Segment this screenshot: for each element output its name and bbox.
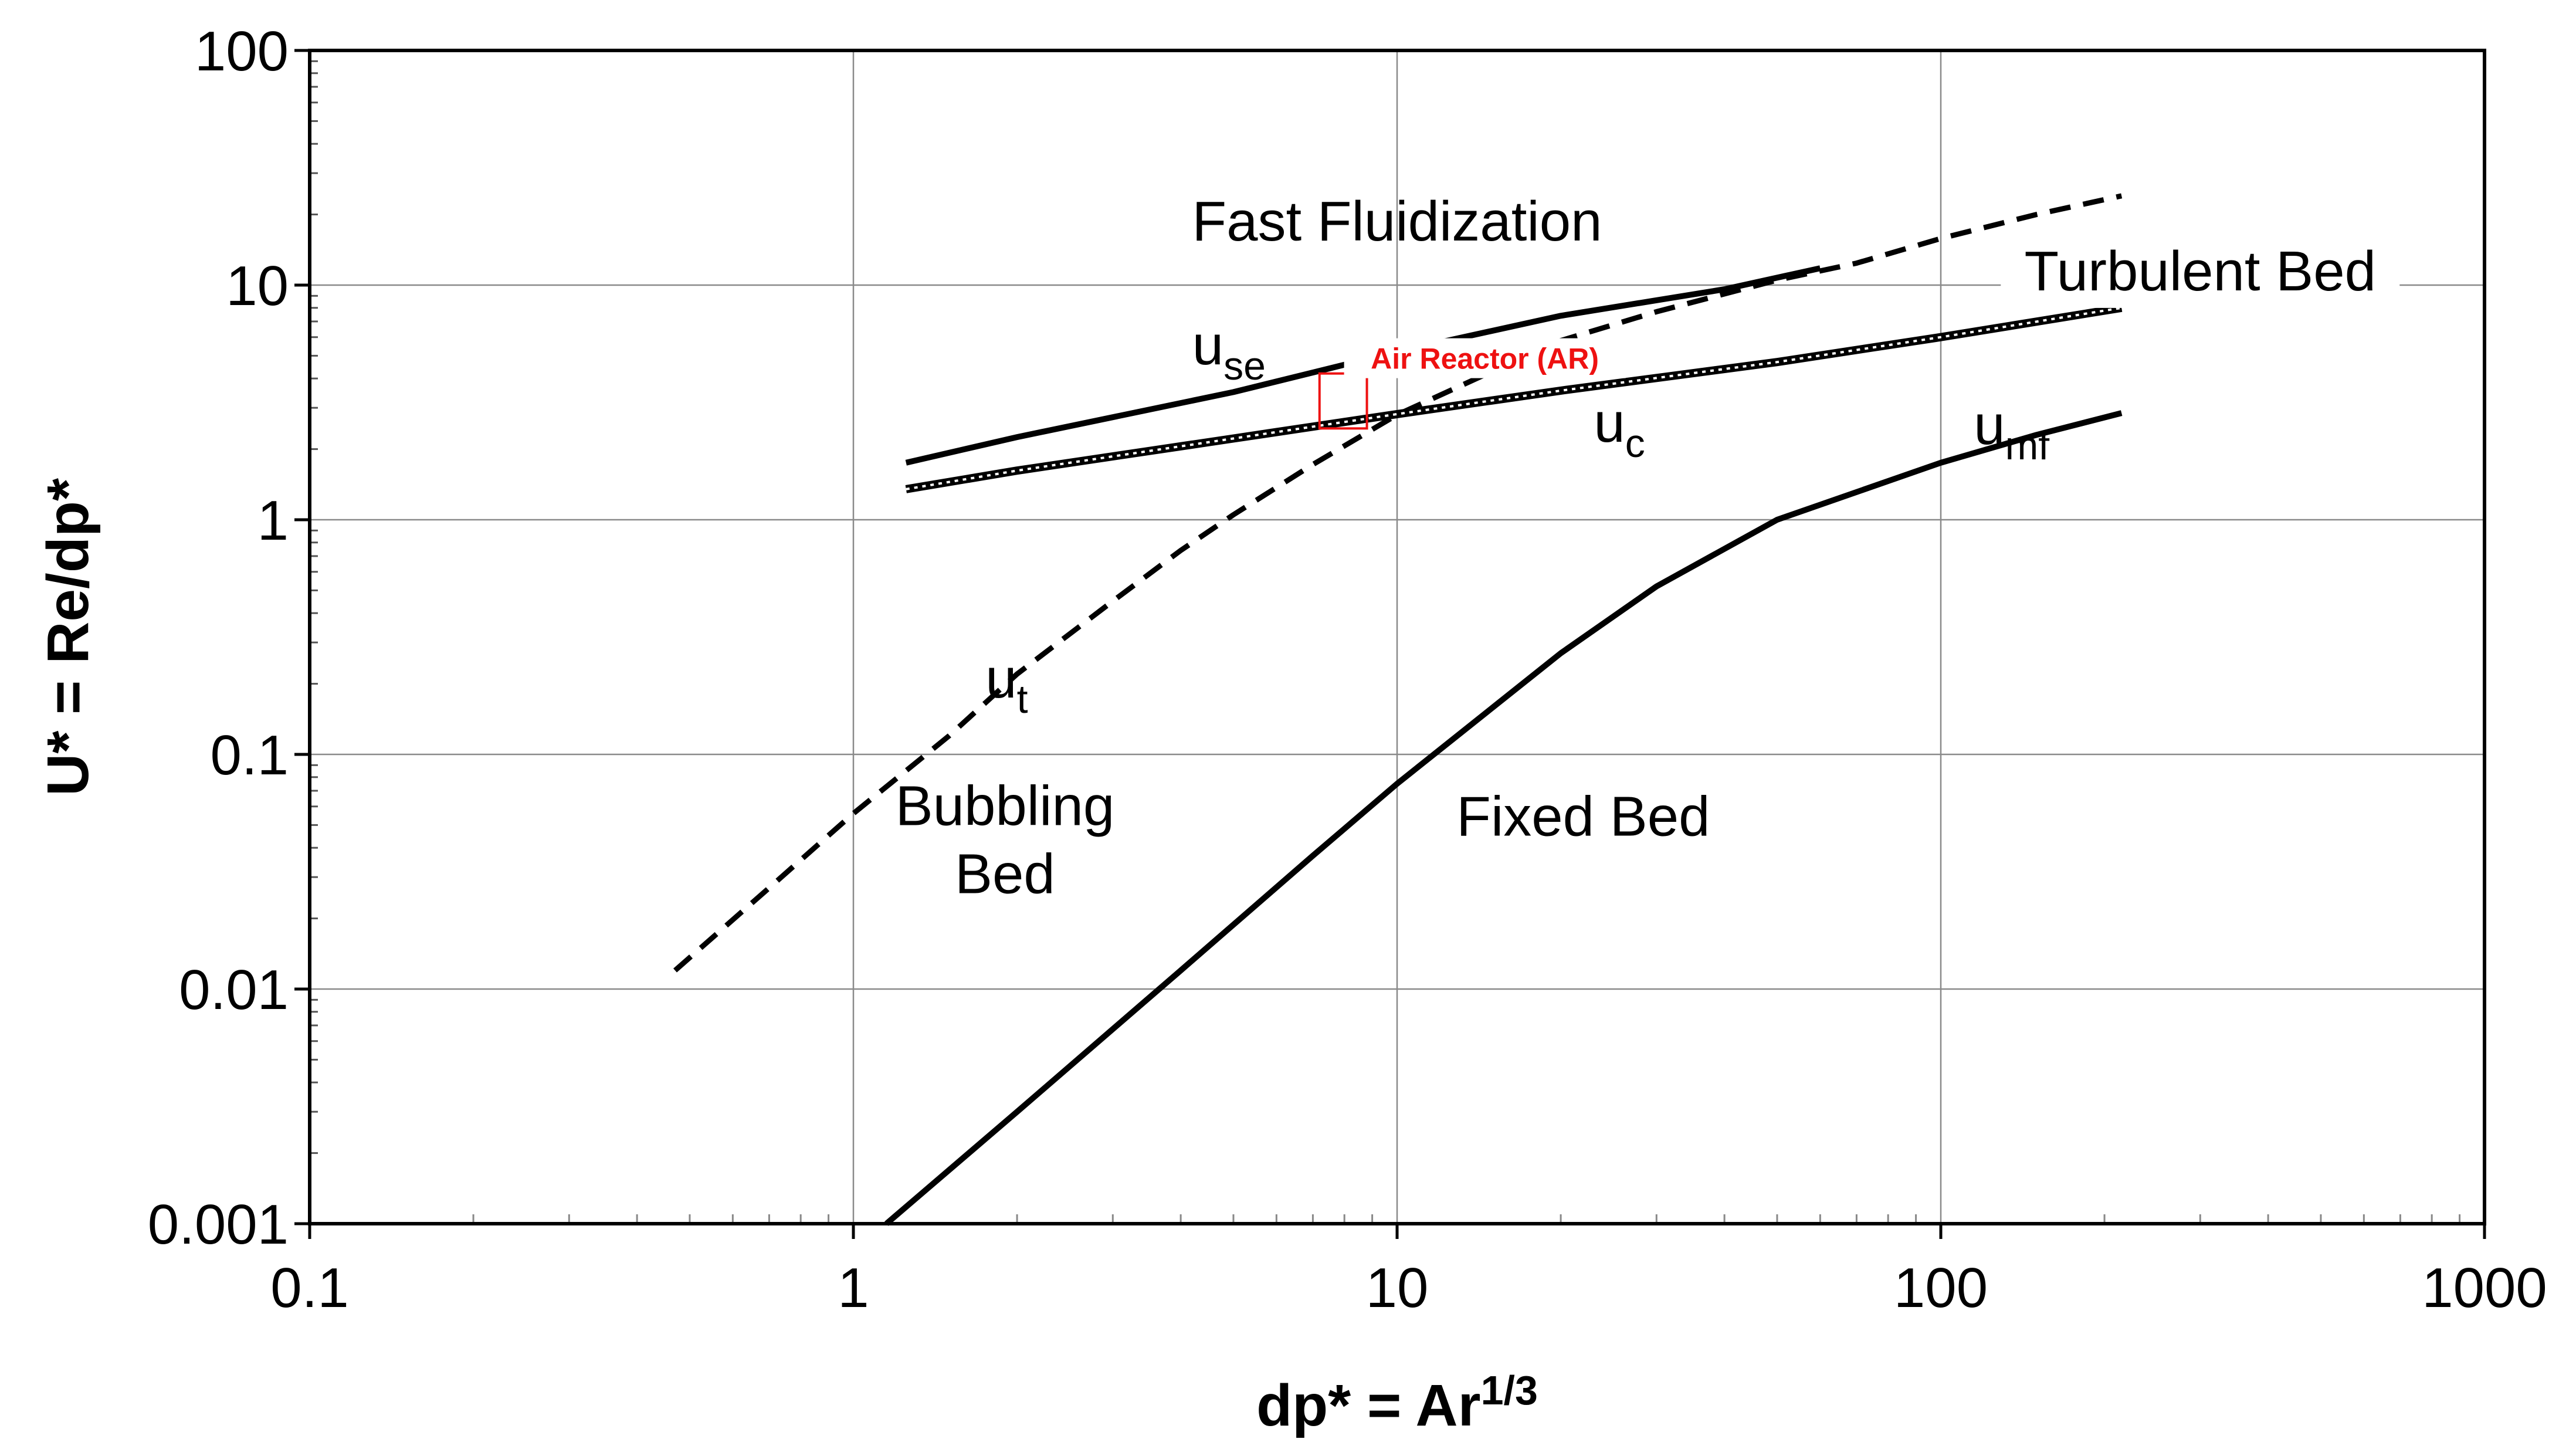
region-label: Fast Fluidization <box>1192 190 1602 253</box>
region-label-line: Bubbling <box>896 774 1115 837</box>
series-u-mf-line <box>884 410 2123 1226</box>
curve-label-base: u <box>985 647 1016 710</box>
y-tick-label: 1 <box>257 489 289 552</box>
region-label: Bubbling Bed <box>896 774 1115 905</box>
y-tick-label: 10 <box>226 255 289 317</box>
x-axis-title: dp* = Ar1/3 <box>1256 1367 1538 1438</box>
y-tick-labels: 0.001 0.01 0.1 1 10 100 <box>148 20 289 1256</box>
y-tick-label: 0.1 <box>211 724 289 787</box>
curve-label-base: u <box>1974 394 2005 456</box>
x-tick-label: 1000 <box>2422 1257 2547 1319</box>
curve-label-base: u <box>1192 314 1223 377</box>
x-axis-title-sup: 1/3 <box>1481 1367 1538 1413</box>
annotation-layer: Air Reactor (AR) <box>1318 338 1626 430</box>
plot-area <box>308 49 2486 1225</box>
air-reactor-label-bg <box>1344 338 1626 378</box>
curve-label-mf: umf <box>1974 394 2049 468</box>
series-u-c-line-dots <box>906 306 2122 490</box>
air-reactor-box <box>1318 372 1368 430</box>
label-layer: Fast Fluidization Turbulent Bed Bubbling Be… <box>896 190 2400 905</box>
curve-label-subscript: mf <box>2005 424 2050 468</box>
curve-label-subscript: t <box>1017 677 1028 722</box>
region-label-line: Bed <box>955 842 1055 905</box>
air-reactor-label: Air Reactor (AR) <box>1371 343 1599 375</box>
x-tick-label: 100 <box>1894 1257 1988 1319</box>
curve-label-base: u <box>1594 391 1625 454</box>
region-label: Fixed Bed <box>1456 785 1710 848</box>
x-tick-label: 0.1 <box>270 1257 348 1319</box>
curve-label-subscript: c <box>1625 421 1645 466</box>
x-tick-labels: 0.1 1 10 100 1000 <box>270 1257 2547 1319</box>
grid-lines <box>310 50 2485 1224</box>
curve-label-t: ut <box>985 647 1028 722</box>
y-tick-label: 0.01 <box>179 959 289 1021</box>
region-label-bg <box>2001 237 2400 308</box>
y-tick-label: 0.001 <box>148 1193 289 1256</box>
curve-label-se: use <box>1192 314 1266 388</box>
y-axis-title: U* = Re/dp* <box>35 478 101 796</box>
x-tick-label: 1 <box>838 1257 869 1319</box>
region-label: Turbulent Bed <box>2025 240 2376 303</box>
curve-label-c: uc <box>1594 391 1645 466</box>
curve-label-subscript: se <box>1223 344 1266 388</box>
series-layer <box>673 193 2123 1226</box>
series-u-t-line <box>673 193 2123 973</box>
y-tick-label: 100 <box>195 20 289 83</box>
x-axis-title-main: dp* = Ar <box>1256 1373 1480 1438</box>
x-tick-label: 10 <box>1366 1257 1429 1319</box>
